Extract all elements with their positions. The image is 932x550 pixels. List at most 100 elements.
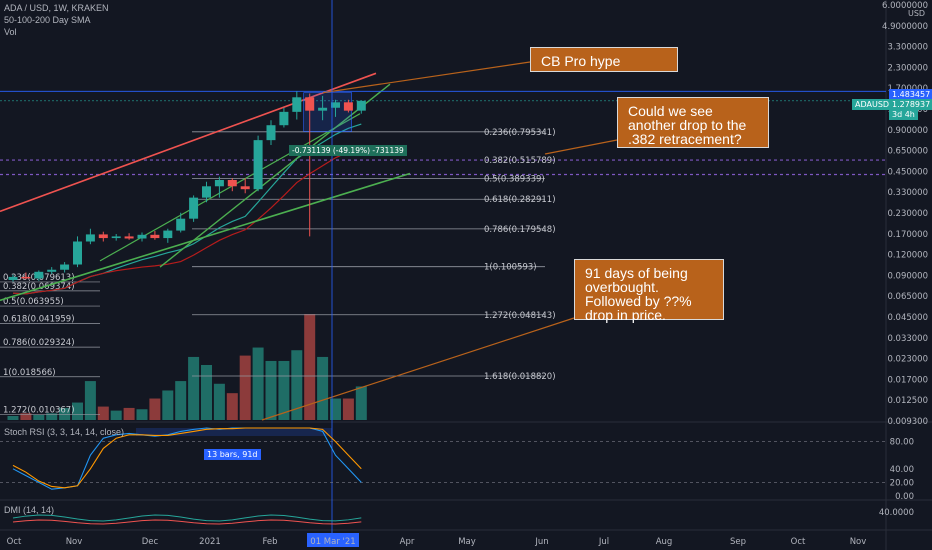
annotation-connector [544,139,618,155]
annotation-drop[interactable]: Could we see another drop to the .382 re… [617,97,769,148]
fib-left-label: 0.382(0.069374) [3,282,75,292]
candle-body [47,269,57,272]
volume-bar [342,398,354,420]
volume-bar [33,414,45,420]
candle-body [356,100,366,111]
volume-bar [20,413,32,420]
price-axis-label: 2.300000 [887,63,928,73]
symbol-title[interactable]: ADA / USD, 1W, KRAKEN [4,3,109,13]
price-axis-label: 0.230000 [887,209,928,219]
volume-bar [46,413,58,420]
volume-bar [84,381,96,420]
time-axis-label: Nov [850,537,867,547]
currency-label[interactable]: USD [905,8,929,19]
volume-bar [149,398,161,420]
sma-slow-line [12,144,362,295]
sma-legend[interactable]: 50-100-200 Day SMA [4,15,91,25]
volume-bar [123,407,135,420]
candle-body [240,186,250,190]
vol-legend[interactable]: Vol [4,27,17,37]
stoch-k-line [12,427,362,490]
volume-bar [265,360,277,420]
price-axis-label: 0.009300 [887,417,928,427]
candle-body [21,276,31,279]
candle-body [124,236,134,239]
volume-bar [252,347,264,420]
volume-bar [110,410,122,420]
price-axis-label: 3.300000 [887,43,928,53]
time-axis-label: Dec [142,537,159,547]
candle-body [202,186,211,198]
volume-bar [226,393,238,420]
stoch-axis-label: 0.00 [895,492,914,502]
fib-left-label: 1.272(0.010367) [3,406,75,416]
volume-bar [59,407,71,420]
candle-body [73,241,82,265]
stoch-range-box [136,428,332,436]
price-axis-label: 0.023000 [887,355,928,365]
annotation-connector [322,61,531,94]
volume-bar [72,402,83,420]
annotation-overbought[interactable]: 91 days of being overbought. Followed by… [574,259,724,322]
upper-price-tag: 1.483457 [889,89,932,100]
candle-body [318,107,328,111]
fib-level-label: 0.382(0.515789) [484,156,556,166]
volume-bar [291,350,303,420]
time-axis-label: Sep [730,537,746,547]
time-axis-label: Oct [791,537,806,547]
resistance-trend-line [0,72,377,213]
fib-level-label: 1.272(0.048143) [484,311,556,321]
time-axis-label: 2021 [199,537,221,547]
fib-level-label: 0.236(0.795341) [484,128,556,138]
time-axis-label: Jun [534,537,548,547]
candle-body [98,234,108,239]
price-axis-label: 0.120000 [887,251,928,261]
fib-level-label: 0.786(0.179548) [484,225,556,235]
stoch-axis-label: 40.00 [890,465,914,475]
stoch-title[interactable]: Stoch RSI (3, 3, 14, 14, close) [4,427,125,437]
volume-bar [239,355,251,420]
dmi-title[interactable]: DMI (14, 14) [4,505,55,515]
price-axis-label: 0.017000 [887,375,928,385]
candle-body [163,230,173,239]
volume-bar [317,356,329,420]
price-axis-label: 0.900000 [887,126,928,136]
candle-body [279,111,289,126]
stoch-d-line [12,427,362,489]
volume-bar [136,409,148,420]
price-axis-label: 4.9000000 [882,22,928,32]
price-axis-label: 0.012500 [887,396,928,406]
price-axis-label: 0.170000 [887,230,928,240]
volume-bar [304,314,316,420]
fib-left-label: 0.5(0.063955) [3,297,64,307]
time-axis-label: Apr [400,537,415,547]
price-axis-label: 0.330000 [887,188,928,198]
fib-left-label: 0.618(0.041959) [3,315,75,325]
last-price-tag: 1.278937 [889,99,932,110]
candle-body [111,236,121,239]
candle-body [227,179,237,187]
candle-body [137,234,147,239]
time-cursor-box [307,533,359,547]
volume-bar [213,383,225,420]
stoch-axis-label: 80.00 [890,438,914,448]
candle-body [253,140,263,190]
price-axis-label: 0.065000 [887,292,928,302]
candle-body [189,197,199,219]
annotation-cb-pro[interactable]: CB Pro hype [530,47,678,72]
time-axis-label: Feb [262,537,277,547]
volume-bar [97,406,109,420]
steep-trend-line [159,83,391,268]
candle-body [85,234,95,242]
volume-bar [330,398,341,420]
candle-body [34,271,44,279]
countdown-tag: 3d 4h [889,109,918,120]
volume-bar [201,364,212,420]
fib-level-label: 1(0.100593) [484,263,537,273]
mid-trend-line [99,113,361,262]
price-axis-label: 0.033000 [887,334,928,344]
time-axis-label: Jul [598,537,609,547]
fib-left-label: 0.786(0.029324) [3,338,75,348]
measure-label: -0.731139 (-49.19%) -731139 [289,145,407,156]
